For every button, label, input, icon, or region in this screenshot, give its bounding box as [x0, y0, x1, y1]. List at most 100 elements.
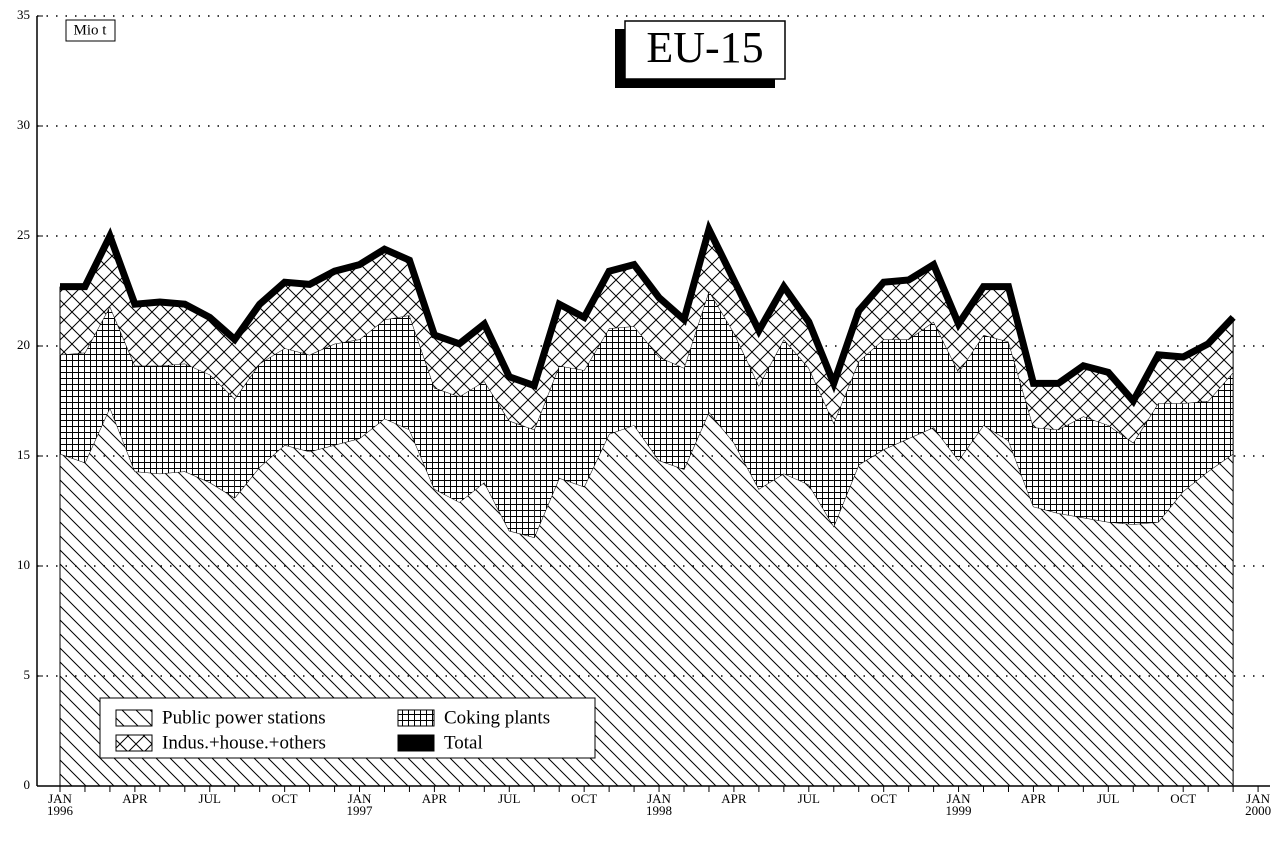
area-segment — [284, 348, 310, 452]
area-segment — [708, 412, 734, 786]
area-segment — [983, 286, 1009, 342]
area-segment — [634, 264, 660, 357]
area-segment — [858, 449, 884, 786]
area-segment — [484, 381, 510, 531]
area-segment — [758, 473, 784, 786]
y-tick-label: 30 — [17, 117, 30, 132]
area-segment — [509, 376, 535, 430]
area-segment — [983, 335, 1009, 441]
area-segment — [708, 229, 734, 333]
x-tick-label: APR — [721, 791, 747, 806]
area-segment — [908, 264, 934, 340]
area-segment — [1083, 416, 1109, 522]
x-tick-label: JUL — [797, 791, 820, 806]
legend-label: Coking plants — [444, 707, 550, 728]
area-segment — [334, 339, 360, 445]
area-segment — [758, 339, 784, 489]
legend-swatch — [397, 709, 435, 727]
area-segment — [858, 282, 884, 362]
area-segment — [1183, 343, 1209, 404]
area-segment — [509, 420, 535, 538]
area-segment — [1008, 341, 1034, 507]
area-segment — [883, 339, 909, 450]
area-segment — [409, 429, 435, 786]
area-segment — [1208, 453, 1234, 786]
x-tick-label: JAN 2000 — [1245, 791, 1272, 818]
legend-swatch — [397, 734, 435, 752]
x-tick-label: OCT — [870, 791, 897, 806]
y-tick-label: 25 — [17, 227, 30, 242]
area-segment — [983, 425, 1009, 786]
area-segment — [659, 460, 684, 786]
area-segment — [359, 319, 385, 439]
area-segment — [409, 260, 435, 388]
area-segment — [908, 321, 934, 439]
y-tick-label: 15 — [17, 447, 30, 462]
area-segment — [209, 374, 235, 498]
area-segment — [84, 407, 110, 786]
area-segment — [309, 343, 335, 452]
y-tick-label: 20 — [17, 337, 30, 352]
area-segment — [159, 302, 185, 366]
area-segment — [584, 328, 610, 487]
x-tick-label: JAN 1999 — [945, 791, 972, 818]
area-segment — [1058, 416, 1084, 518]
area-segment — [84, 236, 110, 353]
area-segment — [858, 339, 884, 465]
x-tick-label: APR — [122, 791, 148, 806]
area-segment — [384, 249, 410, 320]
x-tick-label: JUL — [1097, 791, 1120, 806]
legend-label: Indus.+house.+others — [162, 732, 326, 753]
legend-label: Total — [444, 732, 483, 753]
area-segment — [684, 291, 709, 470]
area-segment — [134, 302, 160, 366]
area-segment — [783, 339, 809, 485]
area-segment — [559, 304, 585, 371]
chart-title: EU-15 — [646, 23, 763, 72]
area-segment — [634, 326, 660, 461]
x-tick-label: OCT — [1170, 791, 1197, 806]
area-segment — [234, 304, 260, 399]
area-segment — [1108, 372, 1134, 443]
area-segment — [1008, 440, 1034, 786]
legend-swatch — [115, 709, 153, 727]
area-segment — [259, 348, 285, 467]
area-segment — [359, 249, 385, 340]
area-segment — [534, 365, 560, 538]
area-segment — [1158, 491, 1184, 786]
area-segment — [384, 418, 410, 786]
area-segment — [434, 387, 460, 503]
area-segment — [733, 280, 759, 386]
area-segment — [783, 286, 809, 368]
y-tick-label: 5 — [24, 667, 31, 682]
area-segment — [958, 425, 984, 786]
area-segment — [60, 286, 85, 355]
area-segment — [409, 315, 435, 489]
area-segment — [758, 286, 784, 386]
area-segment — [783, 473, 809, 786]
area-segment — [883, 280, 909, 340]
area-segment — [733, 332, 759, 489]
area-segment — [933, 321, 959, 461]
y-tick-label: 0 — [24, 777, 31, 792]
area-segment — [1133, 522, 1159, 786]
x-tick-label: OCT — [571, 791, 598, 806]
area-segment — [459, 381, 485, 503]
area-segment — [1158, 354, 1184, 404]
area-segment — [833, 361, 859, 527]
area-segment — [733, 442, 759, 786]
area-segment — [1183, 471, 1209, 786]
area-segment — [634, 425, 660, 786]
area-segment — [1083, 517, 1109, 786]
area-segment — [808, 321, 834, 423]
area-segment — [1158, 403, 1184, 522]
area-segment — [559, 365, 585, 487]
area-segment — [134, 365, 160, 474]
area-segment — [109, 407, 135, 786]
area-segment — [1058, 513, 1084, 786]
area-segment — [60, 453, 85, 786]
area-segment — [109, 236, 135, 366]
area-segment — [284, 282, 310, 355]
